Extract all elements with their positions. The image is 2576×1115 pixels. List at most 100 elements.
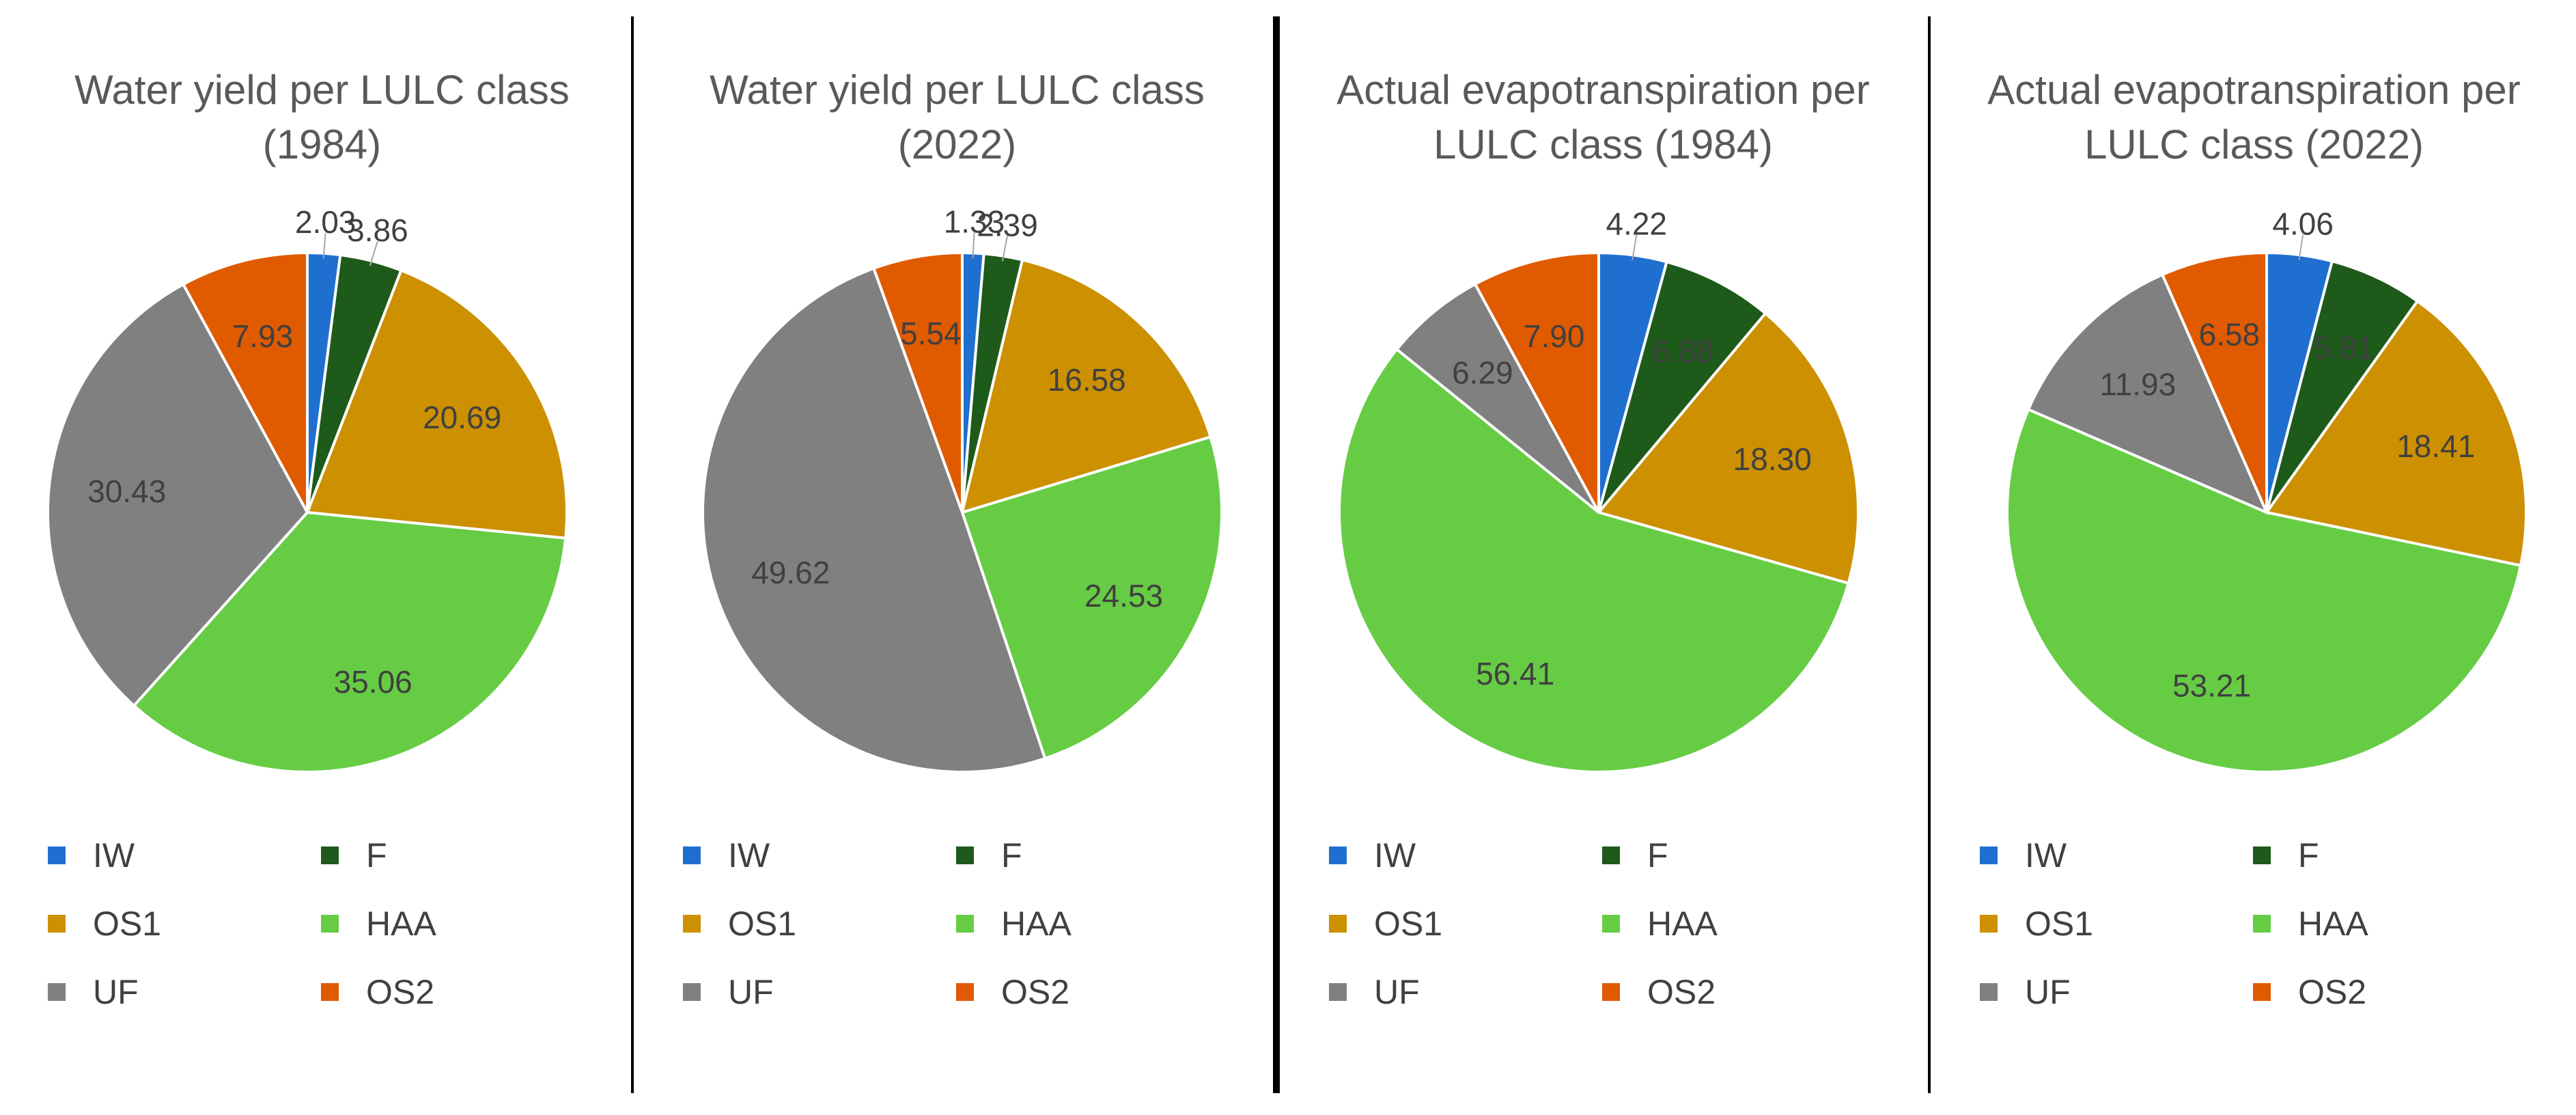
pie-slice-uf — [46, 282, 309, 708]
legend-swatch — [956, 846, 974, 864]
data-label-uf: 11.93 — [2100, 366, 2176, 402]
legend-swatch — [1602, 846, 1620, 864]
data-label-os2: 6.58 — [2199, 317, 2260, 353]
legend-swatch — [1980, 846, 1998, 864]
chart-panel-3: Actual evapotranspiration per LULC class… — [1281, 0, 1925, 1115]
legend-item-os2: OS2 — [956, 970, 1069, 1014]
legend-label: IW — [1374, 836, 1416, 875]
data-label-iw: 1.33 — [944, 204, 1005, 239]
chart-title: Actual evapotranspiration per LULC class… — [1281, 63, 1925, 172]
legend-label: F — [2298, 836, 2319, 875]
legend-label: UF — [2025, 973, 2071, 1011]
legend-label: F — [1001, 836, 1022, 875]
panel-divider — [631, 16, 634, 1093]
label-leader-line — [1001, 236, 1009, 262]
chart-legend: IW F OS1 HAA UF OS2 — [683, 834, 1243, 1066]
chart-title: Actual evapotranspiration per LULC class… — [1932, 63, 2576, 172]
pie-chart: 4.06 5.81 18.41 53.21 11.93 6.58 — [2006, 206, 2528, 773]
legend-item-f: F — [321, 834, 387, 877]
data-label-haa: 53.21 — [2172, 668, 2251, 704]
legend-item-haa: HAA — [321, 902, 436, 946]
legend-label: OS1 — [728, 905, 797, 943]
chart-legend: IW F OS1 HAA UF OS2 — [48, 834, 608, 1066]
legend-item-os1: OS1 — [48, 902, 161, 946]
legend-swatch — [1980, 983, 1998, 1001]
chart-title-line-2: (2022) — [897, 122, 1017, 167]
pie-slice-f — [1597, 260, 1767, 514]
data-label-f: 2.39 — [977, 207, 1038, 243]
data-label-f: 5.81 — [2313, 330, 2375, 366]
chart-title-line-2: (1984) — [262, 122, 382, 167]
legend-swatch — [683, 846, 701, 864]
legend-item-os2: OS2 — [2253, 970, 2366, 1014]
legend-item-os1: OS1 — [683, 902, 796, 946]
legend-swatch — [2253, 983, 2271, 1001]
chart-title-line-1: Water yield per LULC class — [710, 67, 1205, 113]
data-label-haa: 56.41 — [1476, 656, 1554, 691]
legend-label: OS2 — [1647, 973, 1716, 1011]
legend-swatch — [683, 915, 701, 933]
chart-title-line-2: LULC class (1984) — [1433, 122, 1773, 167]
legend-item-iw: IW — [1980, 834, 2067, 877]
legend-swatch — [1329, 846, 1347, 864]
legend-label: UF — [1374, 973, 1420, 1011]
legend-label: HAA — [366, 905, 436, 943]
legend-swatch — [956, 915, 974, 933]
data-label-f: 3.86 — [347, 212, 408, 248]
data-label-os2: 7.93 — [232, 318, 294, 354]
data-label-os2: 5.54 — [900, 316, 962, 351]
legend-item-iw: IW — [1329, 834, 1416, 877]
legend-swatch — [48, 846, 66, 864]
chart-title: Water yield per LULC class (2022) — [635, 63, 1279, 172]
pie-slice-uf — [2026, 273, 2269, 515]
legend-swatch — [48, 915, 66, 933]
legend-swatch — [1329, 915, 1347, 933]
legend-item-haa: HAA — [2253, 902, 2368, 946]
pie-slice-os1 — [2264, 299, 2528, 568]
legend-swatch — [1329, 983, 1347, 1001]
legend-label: IW — [2025, 836, 2067, 875]
legend-label: HAA — [1001, 905, 1072, 943]
pie-slice-os1 — [960, 258, 1213, 514]
legend-swatch — [321, 846, 339, 864]
data-label-haa: 35.06 — [334, 664, 412, 700]
panel-divider — [1928, 16, 1931, 1093]
legend-item-uf: UF — [683, 970, 774, 1014]
legend-swatch — [48, 983, 66, 1001]
legend-swatch — [321, 983, 339, 1001]
legend-swatch — [956, 983, 974, 1001]
pie-chart: 2.033.86 20.69 35.06 30.43 7.93 — [46, 204, 568, 773]
legend-swatch — [2253, 915, 2271, 933]
legend-label: UF — [93, 973, 139, 1011]
data-label-uf: 6.29 — [1452, 355, 1513, 391]
data-label-uf: 49.62 — [751, 555, 830, 590]
legend-item-iw: IW — [683, 834, 770, 877]
legend-item-f: F — [2253, 834, 2319, 877]
legend-swatch — [1602, 983, 1620, 1001]
legend-swatch — [321, 915, 339, 933]
chart-title-line-2: LULC class (2022) — [2084, 122, 2424, 167]
chart-title-line-1: Water yield per LULC class — [74, 67, 570, 113]
legend-label: OS2 — [1001, 973, 1070, 1011]
legend-label: F — [366, 836, 387, 875]
legend-label: OS2 — [2298, 973, 2367, 1011]
chart-title-line-1: Actual evapotranspiration per — [1336, 67, 1870, 113]
pie-slice-uf — [701, 266, 1047, 773]
legend-label: F — [1647, 836, 1668, 875]
legend-label: OS2 — [366, 973, 435, 1011]
pie-slice-os2 — [1473, 251, 1600, 513]
legend-label: OS1 — [93, 905, 162, 943]
legend-label: UF — [728, 973, 774, 1011]
chart-legend: IW F OS1 HAA UF OS2 — [1980, 834, 2540, 1066]
label-leader-line — [369, 240, 378, 266]
legend-label: IW — [728, 836, 770, 875]
chart-panel-2: Water yield per LULC class (2022) 1.33 2.… — [635, 0, 1279, 1115]
legend-label: IW — [93, 836, 135, 875]
chart-panel-4: Actual evapotranspiration per LULC class… — [1932, 0, 2576, 1115]
legend-item-uf: UF — [48, 970, 139, 1014]
legend-swatch — [683, 983, 701, 1001]
data-label-iw: 4.06 — [2272, 206, 2334, 241]
legend-item-os1: OS1 — [1329, 902, 1442, 946]
pie-slice-uf — [1395, 282, 1600, 514]
legend-item-haa: HAA — [1602, 902, 1718, 946]
